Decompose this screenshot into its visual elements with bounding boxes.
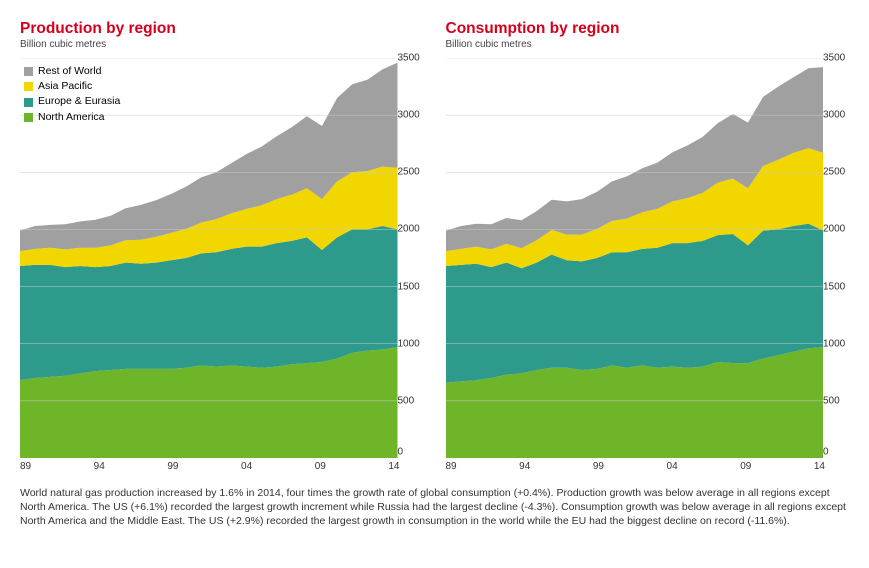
chart-plot: Rest of WorldAsia PacificEurope & Eurasi… xyxy=(20,58,424,458)
y-tick-label: 1000 xyxy=(398,338,420,349)
x-tick-label: 99 xyxy=(593,461,604,472)
legend-label: North America xyxy=(38,110,105,125)
charts-row: Production by regionBillion cubic metres… xyxy=(20,20,849,472)
x-axis: 89 94 99 04 09 14 xyxy=(20,461,424,472)
y-tick-label: 0 xyxy=(398,447,404,458)
y-tick-label: 500 xyxy=(823,395,840,406)
legend-swatch xyxy=(24,98,33,107)
legend-label: Europe & Eurasia xyxy=(38,94,120,109)
x-tick-label: 14 xyxy=(814,461,825,472)
y-tick-label: 1500 xyxy=(398,281,420,292)
y-axis: 0500100015002000250030003500 xyxy=(823,58,853,458)
chart-plot: 0500100015002000250030003500 xyxy=(446,58,850,458)
x-tick-label: 94 xyxy=(519,461,530,472)
legend-item: North America xyxy=(24,110,120,125)
x-tick-label: 89 xyxy=(20,461,31,472)
y-tick-label: 2000 xyxy=(398,224,420,235)
legend-swatch xyxy=(24,82,33,91)
x-tick-label: 04 xyxy=(667,461,678,472)
legend-item: Asia Pacific xyxy=(24,79,120,94)
y-tick-label: 500 xyxy=(398,395,415,406)
legend-swatch xyxy=(24,113,33,122)
y-tick-label: 3500 xyxy=(398,53,420,64)
y-tick-label: 2500 xyxy=(398,167,420,178)
chart-title: Production by region xyxy=(20,20,424,38)
x-tick-label: 09 xyxy=(740,461,751,472)
x-tick-label: 94 xyxy=(94,461,105,472)
chart-subtitle: Billion cubic metres xyxy=(446,39,850,50)
legend-swatch xyxy=(24,67,33,76)
chart-title: Consumption by region xyxy=(446,20,850,38)
y-tick-label: 3000 xyxy=(398,110,420,121)
chart-subtitle: Billion cubic metres xyxy=(20,39,424,50)
y-tick-label: 1500 xyxy=(823,281,845,292)
x-tick-label: 99 xyxy=(167,461,178,472)
y-tick-label: 1000 xyxy=(823,338,845,349)
y-tick-label: 0 xyxy=(823,447,829,458)
x-tick-label: 09 xyxy=(315,461,326,472)
x-tick-label: 89 xyxy=(446,461,457,472)
y-tick-label: 3000 xyxy=(823,110,845,121)
y-tick-label: 2000 xyxy=(823,224,845,235)
y-tick-label: 2500 xyxy=(823,167,845,178)
consumption-chart: Consumption by regionBillion cubic metre… xyxy=(446,20,850,472)
legend-item: Europe & Eurasia xyxy=(24,94,120,109)
x-tick-label: 14 xyxy=(388,461,399,472)
x-axis: 89 94 99 04 09 14 xyxy=(446,461,850,472)
x-tick-label: 04 xyxy=(241,461,252,472)
y-tick-label: 3500 xyxy=(823,53,845,64)
caption-text: World natural gas production increased b… xyxy=(20,486,849,529)
legend: Rest of WorldAsia PacificEurope & Eurasi… xyxy=(24,64,120,125)
production-chart: Production by regionBillion cubic metres… xyxy=(20,20,424,472)
y-axis: 0500100015002000250030003500 xyxy=(398,58,428,458)
legend-label: Asia Pacific xyxy=(38,79,92,94)
legend-label: Rest of World xyxy=(38,64,101,79)
legend-item: Rest of World xyxy=(24,64,120,79)
